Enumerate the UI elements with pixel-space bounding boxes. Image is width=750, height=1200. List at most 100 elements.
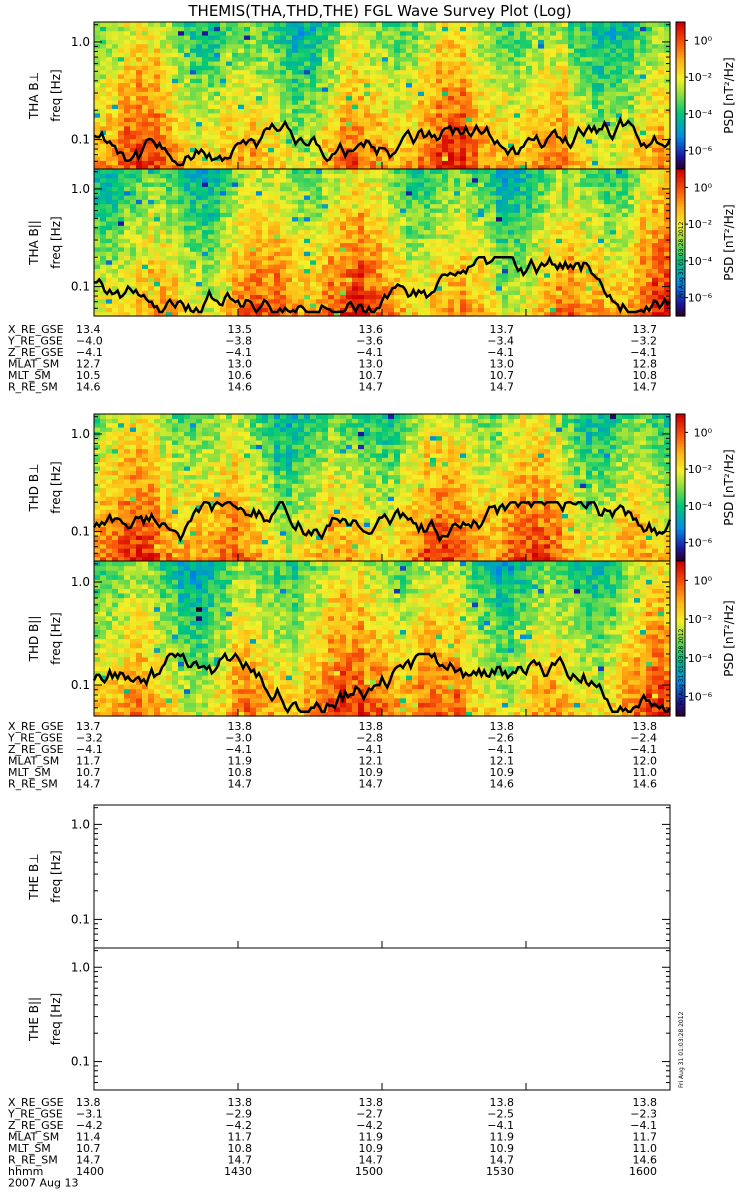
spectrogram-cells: [94, 22, 671, 170]
psd-cell: [340, 56, 347, 62]
psd-cell: [214, 82, 221, 88]
psd-cell: [352, 233, 359, 239]
psd-cell: [544, 112, 551, 118]
psd-cell: [592, 151, 599, 157]
psd-cell: [652, 56, 659, 62]
psd-cell: [382, 311, 389, 317]
psd-cell: [178, 268, 185, 274]
psd-cell: [346, 220, 353, 226]
psd-cell: [148, 220, 155, 226]
psd-cell: [190, 246, 197, 252]
psd-cell: [166, 138, 173, 144]
psd-cell: [478, 147, 485, 153]
psd-cell: [148, 99, 155, 105]
psd-cell: [574, 112, 581, 118]
psd-cell: [208, 238, 215, 244]
psd-cell: [130, 56, 137, 62]
psd-cell: [514, 30, 521, 36]
psd-cell: [328, 212, 335, 218]
psd-cell: [148, 272, 155, 278]
psd-cell: [520, 130, 527, 136]
psd-cell: [214, 238, 221, 244]
psd-cell: [376, 160, 383, 166]
psd-cell: [166, 156, 173, 161]
psd-cell: [112, 190, 119, 196]
psd-cell: [334, 43, 341, 49]
psd-cell: [358, 216, 365, 222]
psd-cell: [202, 78, 209, 84]
psd-cell: [280, 43, 287, 49]
psd-cell: [424, 43, 431, 49]
psd-cell: [214, 307, 221, 313]
psd-cell: [316, 86, 323, 92]
psd-cell: [376, 285, 383, 291]
psd-cell: [250, 143, 257, 148]
psd-cell: [280, 298, 287, 304]
psd-cell: [124, 190, 131, 196]
psd-cell: [340, 65, 347, 71]
psd-cell: [178, 285, 185, 291]
psd-cell: [574, 26, 581, 32]
psd-cell: [556, 82, 563, 88]
psd-cell: [232, 285, 239, 291]
psd-cell: [160, 43, 167, 49]
psd-cell: [250, 259, 257, 265]
psd-cell: [94, 130, 101, 136]
psd-cell: [220, 233, 227, 239]
psd-cell: [394, 52, 401, 58]
psd-cell: [286, 164, 293, 170]
psd-cell: [502, 43, 509, 49]
psd-cell: [340, 220, 347, 226]
psd-cell: [262, 26, 269, 32]
psd-cell: [376, 30, 383, 36]
psd-cell: [310, 82, 317, 88]
psd-cell: [262, 143, 269, 148]
psd-cell: [202, 294, 209, 300]
psd-cell: [316, 207, 323, 213]
psd-cell: [178, 86, 185, 92]
psd-cell: [484, 156, 491, 161]
psd-cell: [160, 112, 167, 118]
psd-cell: [142, 130, 149, 136]
psd-cell: [460, 52, 467, 58]
psd-cell: [454, 95, 461, 101]
psd-cell: [562, 34, 569, 40]
psd-cell: [382, 56, 389, 62]
psd-cell: [532, 104, 539, 110]
psd-cell: [118, 181, 125, 187]
psd-cell: [484, 34, 491, 40]
psd-cell: [526, 151, 533, 157]
psd-cell: [424, 95, 431, 101]
psd-cell: [400, 112, 407, 118]
psd-cell: [232, 229, 239, 235]
psd-cell: [382, 108, 389, 114]
psd-cell: [130, 259, 137, 265]
psd-cell: [370, 181, 377, 187]
psd-cell: [226, 216, 233, 222]
psd-cell: [154, 181, 161, 187]
psd-cell: [526, 143, 533, 148]
psd-cell: [130, 134, 137, 140]
psd-cell: [298, 151, 305, 157]
psd-cell: [310, 290, 317, 295]
psd-cell: [316, 156, 323, 161]
psd-cell: [292, 99, 299, 105]
psd-cell: [556, 47, 563, 53]
psd-cell: [568, 34, 575, 40]
psd-cell: [664, 56, 671, 62]
psd-cell: [616, 69, 623, 75]
psd-cell: [280, 134, 287, 140]
psd-cell: [256, 82, 263, 88]
psd-cell: [100, 246, 107, 252]
psd-cell: [358, 233, 365, 239]
psd-cell: [406, 56, 413, 62]
psd-cell: [244, 281, 251, 287]
psd-cell: [316, 147, 323, 153]
psd-cell: [442, 121, 449, 127]
psd-cell: [226, 190, 233, 196]
psd-cell: [424, 26, 431, 32]
psd-cell: [262, 177, 269, 183]
psd-cell: [472, 160, 479, 166]
psd-cell: [652, 73, 659, 79]
psd-cell: [136, 22, 143, 27]
